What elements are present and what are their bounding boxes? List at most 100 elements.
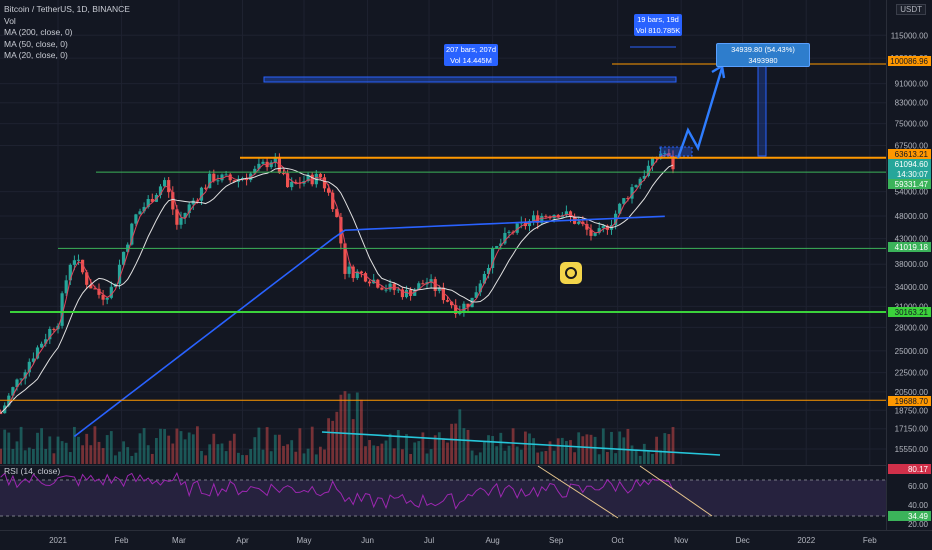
volume-bar — [569, 440, 572, 464]
volume-bar — [68, 452, 72, 464]
price-tag — [888, 511, 931, 521]
ma50-line — [0, 164, 674, 414]
candle-body — [97, 288, 101, 295]
rsi-legend[interactable]: RSI (14, close) — [4, 466, 61, 476]
volume-bar — [478, 452, 482, 464]
volume-bar — [335, 411, 339, 464]
candle-body — [618, 203, 622, 214]
volume-bar — [425, 453, 429, 464]
candle-body — [191, 200, 195, 205]
candle-body — [89, 284, 93, 289]
candle-body — [175, 209, 179, 225]
volume-bar — [310, 426, 314, 464]
price-tick-label: 17150.00 — [895, 425, 929, 434]
candle-body — [109, 286, 113, 298]
candle-body — [122, 251, 126, 265]
volume-bar — [450, 423, 453, 464]
ma50-legend[interactable]: MA (50, close, 0) — [4, 38, 68, 49]
candle-body — [515, 223, 519, 233]
volume-bar — [249, 449, 253, 464]
candle-body — [638, 178, 642, 186]
candle-body — [392, 283, 396, 291]
volume-bar — [228, 440, 232, 464]
volume-bar — [339, 394, 343, 464]
candle-body — [281, 173, 286, 175]
volume-bar — [241, 455, 244, 464]
volume-trendline — [321, 431, 721, 456]
volume-bar — [442, 438, 445, 464]
target-tooltip: 34939.80 (54.43%) 3493980 — [716, 43, 810, 67]
volume-bar — [109, 431, 113, 464]
volume-bar — [491, 436, 494, 464]
volume-bar — [224, 451, 228, 464]
ma20-legend[interactable]: MA (20, close, 0) — [4, 50, 68, 60]
candle-body — [462, 303, 466, 312]
candle-body — [597, 228, 601, 233]
price-tick-label: 67500.00 — [895, 141, 929, 150]
projection-path — [676, 67, 724, 159]
candle-body — [388, 283, 392, 290]
volume-bar — [23, 450, 27, 464]
candle-body — [474, 292, 478, 298]
candle-body — [433, 279, 437, 291]
candle-body — [400, 289, 404, 298]
volume-bar — [601, 428, 605, 464]
price-tag-label: 100086.96 — [890, 57, 928, 66]
price-tag-label: 30163.21 — [895, 308, 929, 317]
price-tick-label: 18750.00 — [895, 406, 929, 415]
candle-body — [601, 225, 605, 229]
time-axis — [0, 530, 932, 550]
volume-bar — [101, 448, 105, 464]
volume-bar — [421, 432, 425, 464]
currency-badge[interactable]: USDT — [896, 4, 926, 15]
volume-bar — [585, 434, 589, 464]
volume-bar — [306, 448, 310, 464]
volume-bar — [655, 436, 658, 464]
camera-icon[interactable] — [560, 262, 582, 284]
volume-bar — [446, 442, 449, 464]
candle-body — [183, 213, 187, 218]
volume-bar — [372, 445, 376, 464]
candle-body — [495, 246, 499, 249]
volume-bar — [114, 455, 117, 464]
candle-body — [622, 198, 626, 204]
volume-legend[interactable]: Vol — [4, 15, 16, 26]
volume-bar — [122, 441, 125, 464]
rsi-trendline-2 — [639, 465, 713, 517]
volume-bar — [261, 449, 265, 464]
volume-bar — [417, 441, 421, 464]
volume-bar — [462, 428, 466, 464]
candle-body — [491, 248, 495, 269]
rsi-legend-wrap: RSI (14, close) — [4, 466, 60, 478]
candle-body — [671, 156, 675, 170]
volume-bar — [593, 436, 597, 464]
candle-body — [368, 281, 372, 284]
price-tick-label: 91000.00 — [895, 80, 929, 89]
volume-bar — [171, 443, 175, 464]
rsi-pane — [0, 466, 886, 522]
volume-bar — [532, 438, 535, 464]
candle-body — [19, 378, 23, 380]
ma200-legend[interactable]: MA (200, close, 0) — [4, 27, 73, 37]
range-tooltip-1-bars: 207 bars, 207d — [445, 45, 497, 54]
volume-bar — [671, 426, 675, 464]
candle-body — [650, 157, 655, 166]
symbol-title[interactable]: Bitcoin / TetherUS, 1D, BINANCE — [4, 4, 130, 14]
candle-body — [158, 186, 163, 195]
candle-body — [322, 177, 327, 189]
volume-bar — [56, 436, 60, 464]
volume-bar — [159, 428, 162, 464]
volume-bar — [343, 391, 347, 464]
volume-bar — [294, 451, 298, 464]
price-tag-label: 61094.60 — [895, 160, 929, 169]
volume-bar — [0, 448, 3, 464]
volume-bar — [52, 453, 56, 464]
volume-bar — [466, 429, 470, 464]
volume-bar — [290, 440, 294, 464]
volume-bar — [474, 455, 478, 464]
volume-bar — [314, 454, 318, 464]
volume-bar — [470, 450, 474, 464]
price-tag — [888, 159, 931, 169]
volume-bar — [146, 445, 150, 464]
